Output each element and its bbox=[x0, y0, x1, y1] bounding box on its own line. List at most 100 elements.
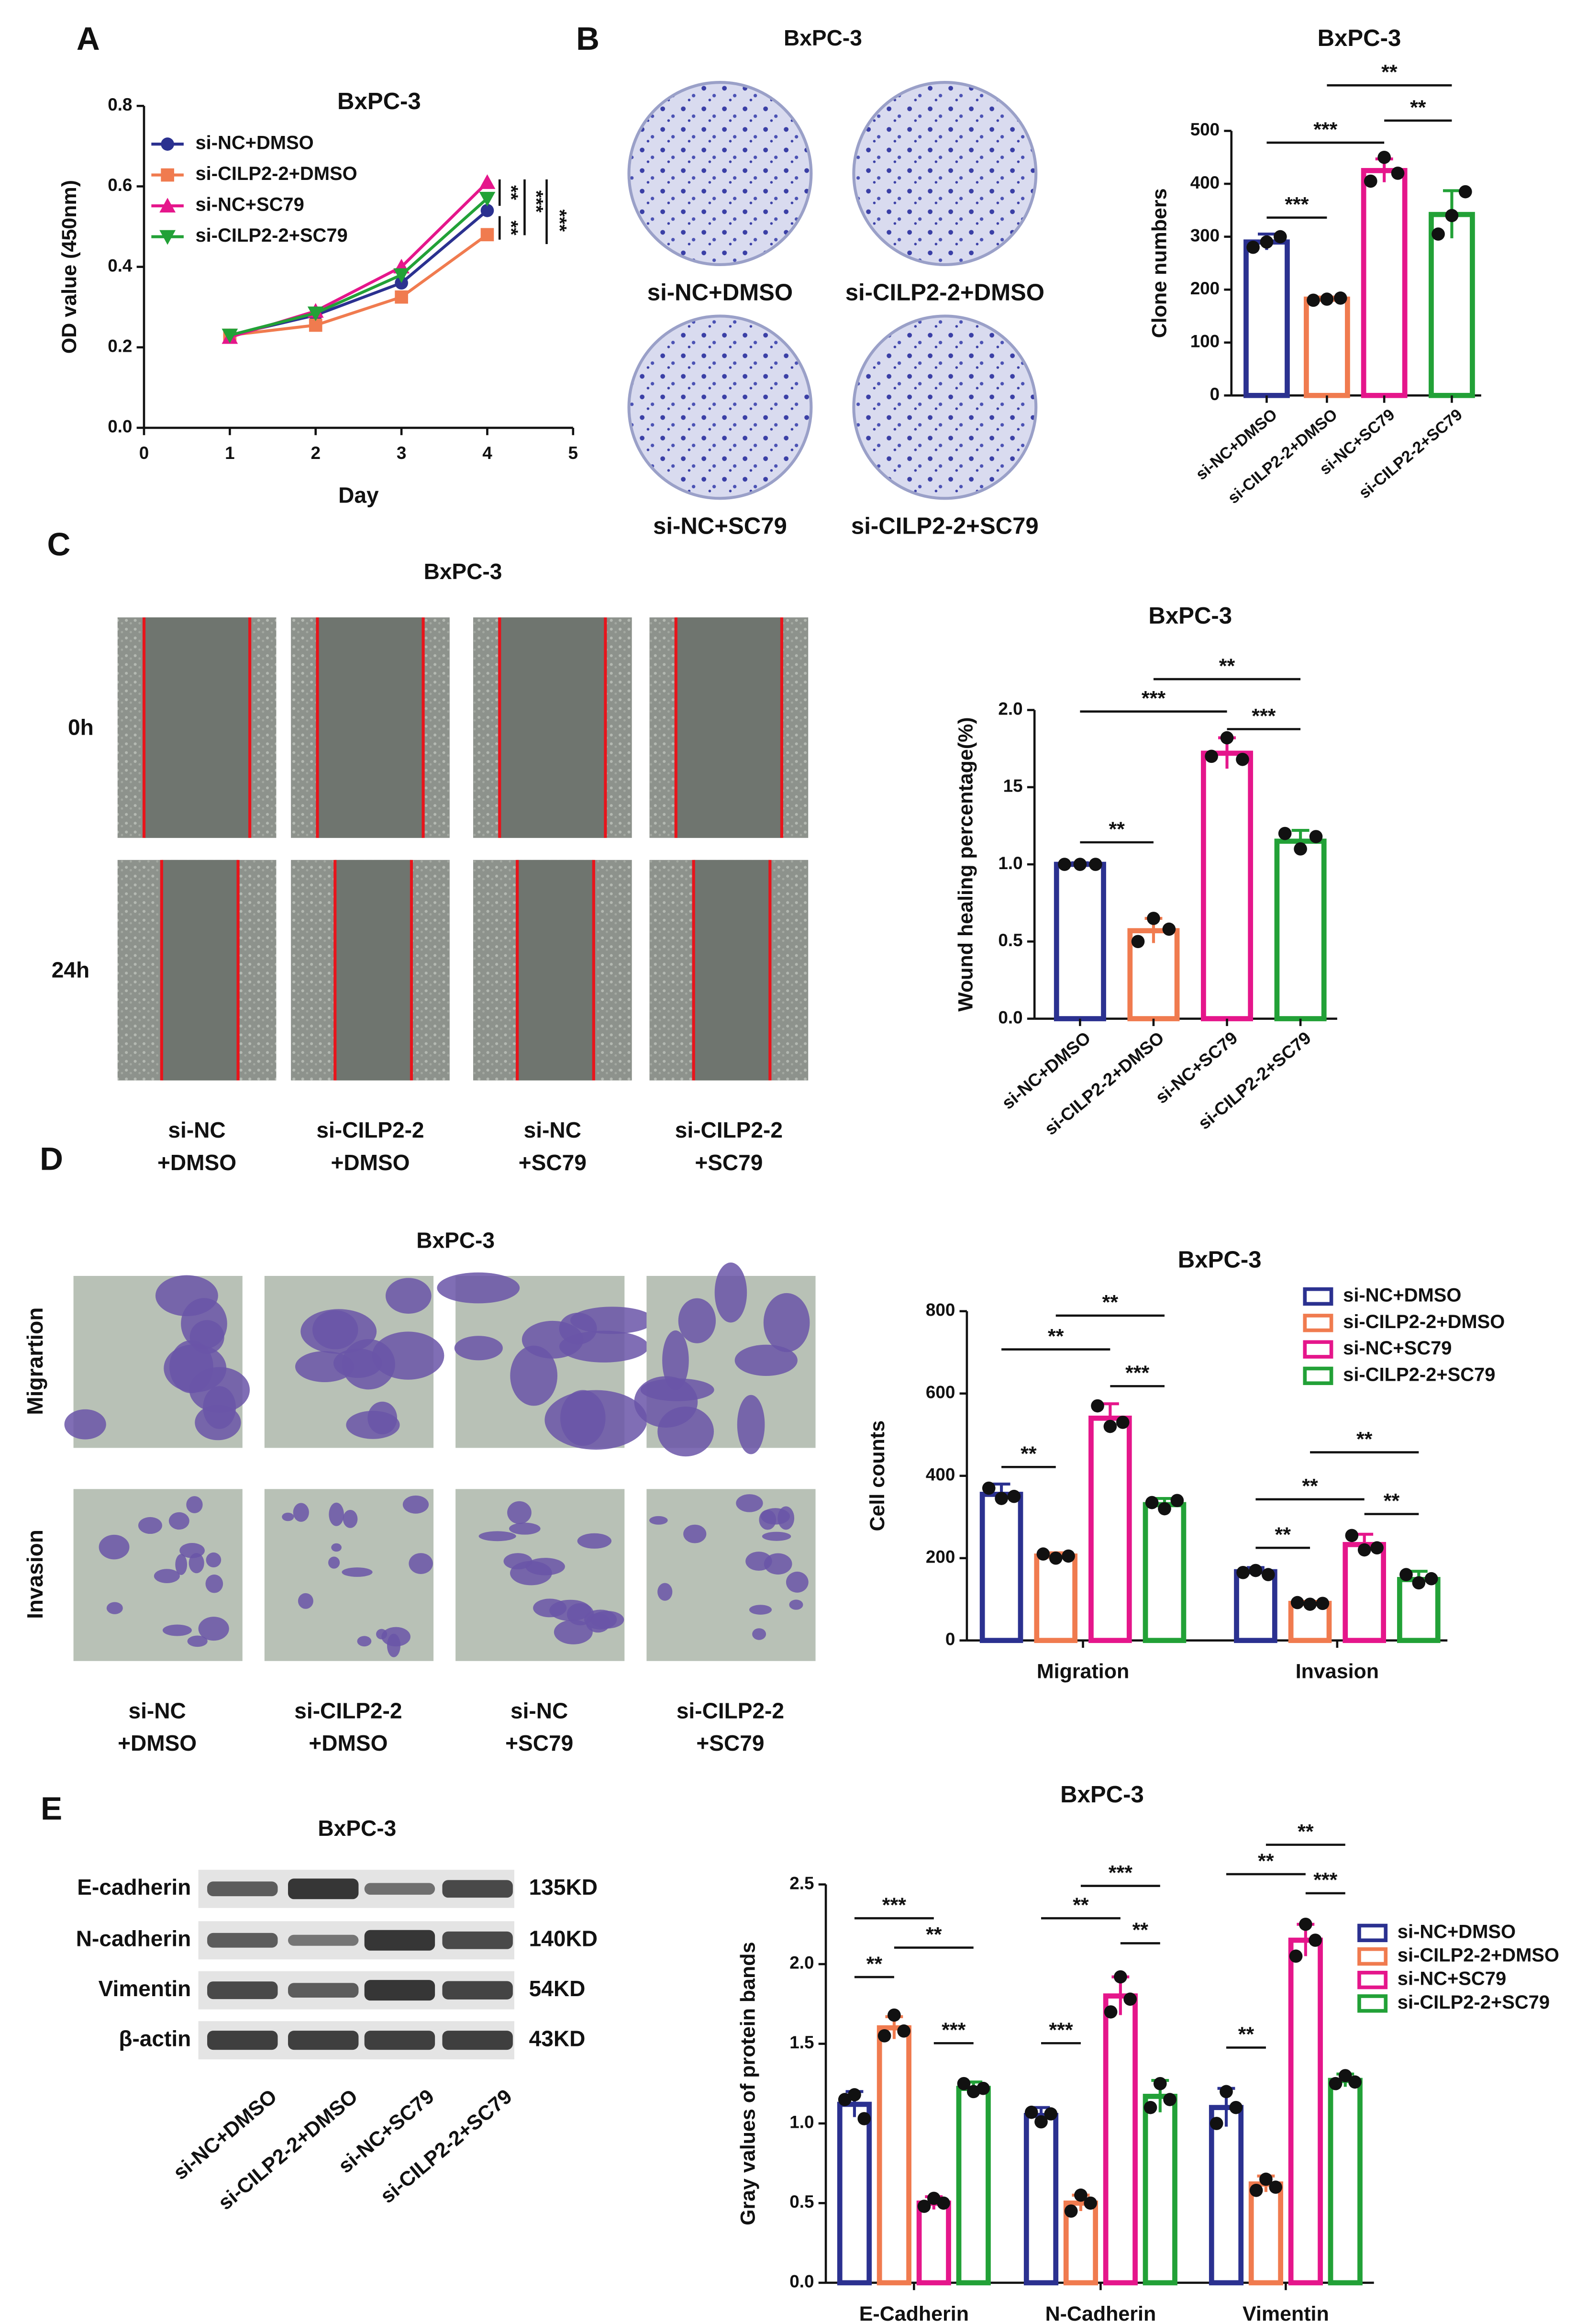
size-label: 135KD bbox=[529, 1875, 598, 1899]
image-label: si-NC bbox=[524, 1117, 581, 1142]
data-point bbox=[1074, 2188, 1088, 2202]
cell-cluster bbox=[509, 1522, 541, 1535]
blot-band bbox=[442, 2031, 513, 2050]
cell-cluster bbox=[678, 1298, 716, 1343]
legend-label: si-NC+DMSO bbox=[1398, 1921, 1516, 1942]
cell-cluster bbox=[507, 1501, 532, 1524]
bar bbox=[1054, 861, 1106, 1021]
blot-band bbox=[364, 1980, 435, 2001]
significance-label: *** bbox=[1125, 1362, 1149, 1385]
y-axis-label: OD value (450nm) bbox=[58, 180, 81, 354]
bar bbox=[1304, 296, 1350, 398]
image-label: +SC79 bbox=[505, 1731, 573, 1755]
y-tick-label: 0 bbox=[945, 1629, 955, 1649]
data-point bbox=[1210, 2117, 1223, 2130]
cell-cluster bbox=[409, 1553, 433, 1574]
data-point bbox=[1307, 293, 1320, 307]
legend-label: si-NC+SC79 bbox=[195, 194, 304, 215]
marker bbox=[159, 230, 176, 245]
cell-cluster bbox=[734, 1344, 798, 1376]
data-point bbox=[1116, 1416, 1130, 1429]
y-tick-label: 2.5 bbox=[789, 1873, 814, 1893]
significance-label: ** bbox=[866, 1953, 883, 1976]
data-point bbox=[1249, 2183, 1263, 2197]
cell-cluster bbox=[478, 1531, 516, 1542]
y-tick-label: 400 bbox=[926, 1464, 955, 1484]
cell-cluster bbox=[195, 1405, 241, 1441]
cell-cluster bbox=[106, 1602, 123, 1614]
legend-label: si-NC+DMSO bbox=[195, 133, 313, 154]
lane-label: si-CILP2-2+SC79 bbox=[376, 2085, 516, 2208]
significance-label: *** bbox=[1313, 1869, 1337, 1892]
cell-cluster bbox=[749, 1605, 772, 1615]
data-point bbox=[1399, 1568, 1413, 1581]
data-point bbox=[1205, 749, 1218, 763]
cell-cluster bbox=[168, 1512, 189, 1530]
chart-title: BxPC-3 bbox=[1060, 1782, 1144, 1808]
bar bbox=[1343, 1542, 1387, 1643]
significance-label: ** bbox=[1073, 1894, 1089, 1917]
cell-cluster bbox=[640, 1378, 714, 1401]
significance-label: ** bbox=[1109, 818, 1125, 841]
bar bbox=[877, 2025, 911, 2286]
x-tick-label: N-Cadherin bbox=[1045, 2302, 1156, 2324]
image-label: +SC79 bbox=[695, 1150, 763, 1175]
data-point bbox=[848, 2088, 861, 2101]
cell-cluster bbox=[577, 1533, 612, 1549]
data-point bbox=[1147, 912, 1160, 925]
y-tick-label: 400 bbox=[1190, 173, 1220, 192]
image-label: +SC79 bbox=[519, 1150, 587, 1175]
y-axis-label: Clone numbers bbox=[1148, 188, 1171, 338]
blot-band bbox=[442, 1880, 513, 1898]
data-point bbox=[1104, 2005, 1118, 2019]
blot-band bbox=[288, 1983, 359, 1998]
blot-band bbox=[288, 2031, 359, 2050]
data-point bbox=[897, 2024, 910, 2038]
cell-cluster bbox=[454, 1336, 503, 1361]
x-tick-label: Vimentin bbox=[1243, 2302, 1329, 2324]
data-point bbox=[1259, 2172, 1273, 2186]
significance-label: ** bbox=[1298, 1820, 1314, 1843]
data-point bbox=[1333, 291, 1347, 305]
panel-label: C bbox=[47, 527, 70, 563]
x-tick-label: 4 bbox=[482, 443, 492, 463]
chart-title: BxPC-3 bbox=[1178, 1247, 1262, 1273]
y-tick-label: 0.6 bbox=[108, 175, 132, 195]
blot-band bbox=[207, 1933, 278, 1948]
data-point bbox=[888, 2008, 901, 2022]
data-point bbox=[937, 2196, 950, 2210]
cell-cluster bbox=[559, 1312, 597, 1345]
data-point bbox=[1278, 827, 1292, 840]
image-label: +DMSO bbox=[118, 1731, 197, 1755]
cell-cluster bbox=[138, 1517, 162, 1534]
cell-cluster bbox=[162, 1624, 192, 1636]
legend-label: si-NC+DMSO bbox=[1343, 1285, 1461, 1306]
x-tick-label: E-Cadherin bbox=[859, 2302, 969, 2324]
bar bbox=[1248, 2181, 1284, 2286]
cell-cluster bbox=[155, 1275, 218, 1317]
y-tick-label: 0.4 bbox=[108, 256, 133, 275]
blot-band bbox=[288, 1934, 359, 1946]
significance-label: ** bbox=[1238, 2023, 1254, 2046]
data-point bbox=[1320, 292, 1334, 306]
marker bbox=[161, 168, 174, 182]
x-tick-label: 3 bbox=[397, 443, 407, 463]
protein-label: β-actin bbox=[119, 2026, 191, 2051]
data-point bbox=[1348, 2075, 1362, 2089]
data-point bbox=[1049, 1551, 1063, 1565]
cell-cluster bbox=[376, 1629, 388, 1640]
cell-cluster bbox=[737, 1395, 765, 1454]
bar bbox=[1023, 2112, 1059, 2286]
image-title: BxPC-3 bbox=[318, 1816, 396, 1841]
data-point bbox=[1143, 2101, 1157, 2114]
wound-gap bbox=[317, 617, 423, 838]
data-point bbox=[1163, 2093, 1176, 2106]
data-point bbox=[1377, 150, 1391, 164]
cell-cluster bbox=[763, 1293, 810, 1352]
x-tick-label: 0 bbox=[139, 443, 149, 463]
size-label: 43KD bbox=[529, 2026, 586, 2051]
blot-band bbox=[364, 2031, 435, 2050]
cell-cluster bbox=[764, 1553, 792, 1575]
x-tick-label: Invasion bbox=[1296, 1660, 1379, 1683]
data-point bbox=[1294, 842, 1307, 856]
